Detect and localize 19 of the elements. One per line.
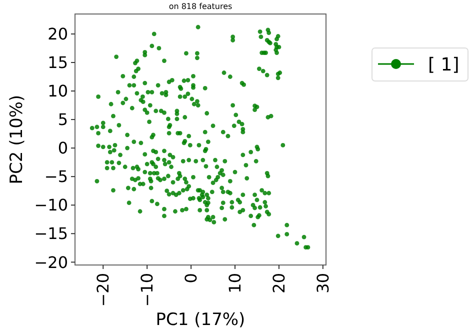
y-tick-label: 10: [48, 82, 68, 101]
y-tick-label: −15: [34, 224, 68, 244]
x-tick-label: −20: [94, 273, 113, 307]
x-tick-label: 30: [314, 273, 333, 294]
y-tick-label: −5: [44, 167, 68, 186]
y-tick-label: −10: [34, 196, 68, 215]
x-tick-label: 0: [182, 273, 201, 284]
y-tick-label: 0: [58, 138, 68, 158]
y-axis-title: PC2 (10%): [7, 94, 27, 184]
chart-title: on 818 features: [168, 2, 232, 11]
x-tick-label: −10: [138, 273, 157, 307]
legend-label: [ 1]: [428, 54, 460, 76]
y-tick-label: 20: [48, 24, 68, 44]
y-tick-label: 15: [48, 53, 68, 72]
y-tick-label: −20: [34, 252, 68, 272]
x-tick-label: 20: [270, 273, 289, 294]
x-axis-title: PC1 (17%): [156, 310, 246, 330]
x-tick-label: 10: [226, 273, 245, 294]
y-tick-label: 5: [58, 110, 68, 130]
